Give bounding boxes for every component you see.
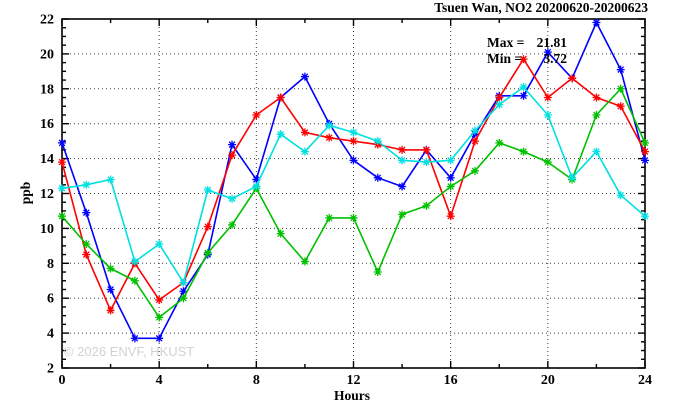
series-markers-day-4-cyan (58, 83, 649, 287)
y-tick-label: 8 (47, 257, 54, 272)
x-tick-label: 4 (156, 373, 163, 388)
y-tick-label: 20 (40, 47, 54, 62)
watermark: © 2026 ENVF, HKUST (64, 344, 194, 359)
y-tick-label: 6 (47, 292, 54, 307)
y-axis-label: ppb (18, 182, 33, 205)
y-tick-label: 2 (47, 362, 54, 377)
y-tick-label: 18 (40, 82, 54, 97)
x-tick-label: 16 (444, 373, 458, 388)
y-tick-label: 4 (47, 327, 54, 342)
x-tick-label: 24 (638, 373, 652, 388)
y-tick-label: 16 (40, 117, 54, 132)
y-tick-label: 14 (40, 152, 54, 167)
legend-max-value: 21.81 (537, 35, 568, 50)
x-axis-label: Hours (334, 388, 370, 403)
series-line-day-4-cyan (61, 86, 646, 284)
legend-min-label: Min = (487, 51, 522, 66)
x-tick-label: 12 (347, 373, 361, 388)
x-tick-label: 0 (59, 373, 66, 388)
x-tick-label: 8 (253, 373, 260, 388)
series-line-day-1-blue (61, 21, 646, 340)
series-line-day-2-red (61, 58, 646, 312)
x-tick-label: 20 (541, 373, 555, 388)
legend-min-value: 3.72 (543, 51, 567, 66)
legend-max-label: Max = (487, 35, 524, 50)
chart-title: Tsuen Wan, NO2 20200620-20200623 (434, 0, 648, 15)
y-tick-label: 10 (40, 222, 54, 237)
y-tick-label: 22 (40, 13, 54, 28)
y-tick-label: 12 (40, 187, 54, 202)
